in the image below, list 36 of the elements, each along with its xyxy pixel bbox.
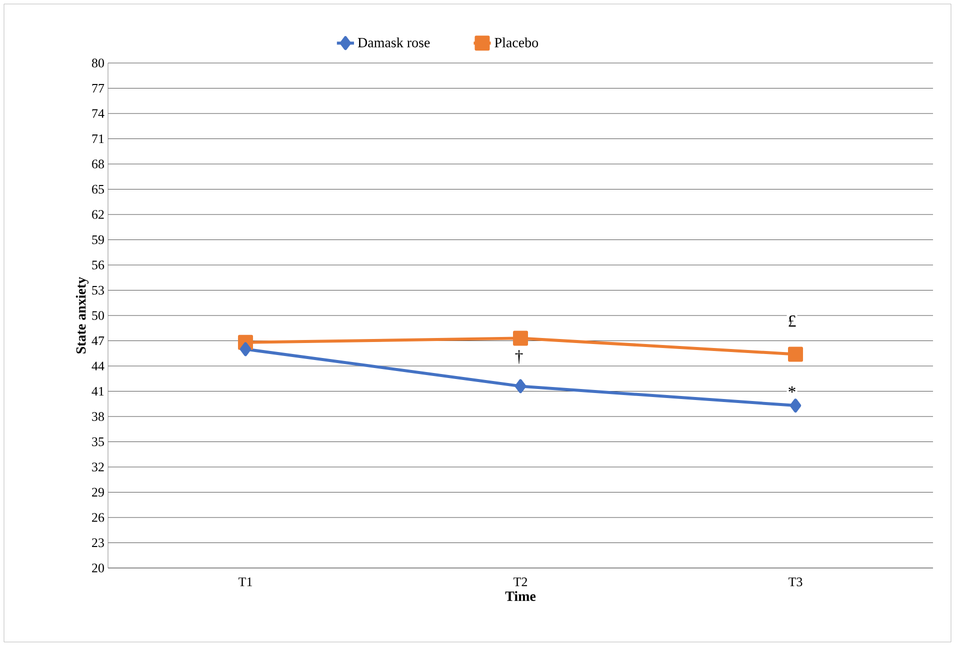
y-tick-label: 29 [92, 488, 104, 497]
x-tick-label: T1 [238, 578, 252, 586]
y-tick-label: 74 [92, 109, 104, 118]
y-tick-label: 59 [92, 235, 104, 244]
point [514, 379, 526, 394]
legend-label: Damask rose [358, 37, 430, 48]
y-tick-label: 68 [92, 160, 104, 168]
legend-label: Placebo [494, 37, 538, 48]
y-tick-label: 41 [92, 386, 104, 396]
y-tick-label: 20 [92, 564, 104, 572]
y-tick-label: 65 [92, 184, 104, 194]
x-tick-label: T2 [514, 578, 528, 586]
y-tick-label: 44 [92, 362, 104, 370]
point [240, 342, 252, 356]
y-tick-label: 71 [92, 134, 104, 144]
point [513, 330, 528, 346]
y-tick-label: 26 [92, 513, 104, 522]
y-tick-label: 62 [92, 210, 104, 219]
y-tick-label: 47 [92, 336, 104, 346]
x-tick-label: T3 [788, 578, 802, 586]
y-tick-label: 32 [92, 462, 104, 472]
y-tick-label: 23 [92, 538, 104, 548]
y-tick-label: 80 [92, 58, 104, 68]
point [788, 346, 804, 362]
x-axis-title: Time [505, 591, 536, 601]
y-axis-title: State anxiety [76, 276, 89, 354]
annotation: † [515, 350, 523, 364]
y-tick-label: 77 [92, 84, 104, 93]
annotation: * [788, 386, 796, 393]
y-tick-label: 35 [92, 437, 104, 446]
y-tick-label: 38 [92, 412, 104, 421]
y-tick-label: 50 [92, 311, 104, 320]
annotation: £ [788, 315, 796, 327]
y-tick-label: 53 [92, 286, 104, 295]
point [790, 398, 802, 413]
y-tick-label: 56 [92, 260, 104, 270]
